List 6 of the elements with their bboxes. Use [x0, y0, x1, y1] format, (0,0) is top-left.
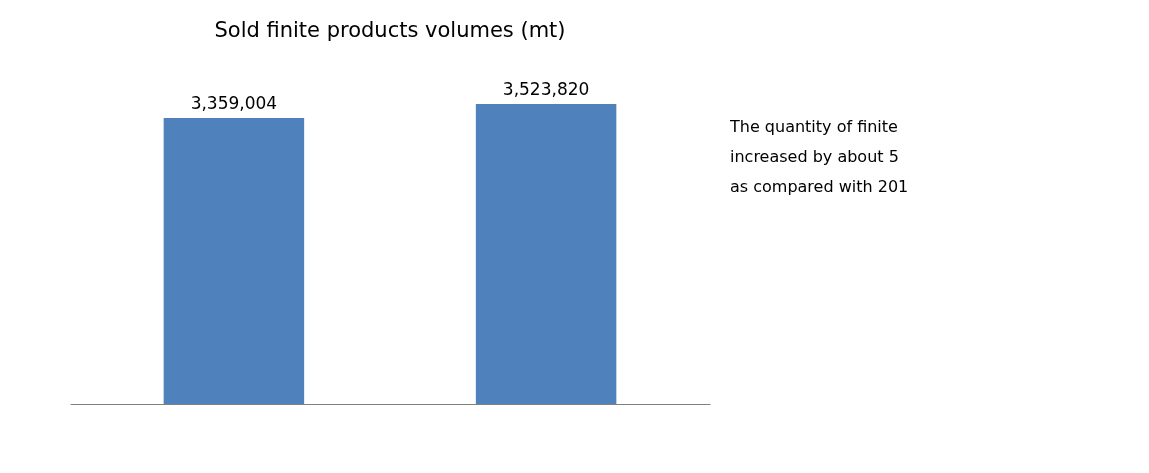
text: The quantity of finite	[729, 117, 898, 136]
chart-title: Sold finite products volumes (mt)	[214, 18, 566, 42]
data-label: 3,523,820	[502, 79, 590, 99]
data-label: 3,359,004	[190, 93, 278, 114]
text: increased by about 5	[730, 147, 899, 166]
text: as compared with 201	[730, 177, 909, 196]
